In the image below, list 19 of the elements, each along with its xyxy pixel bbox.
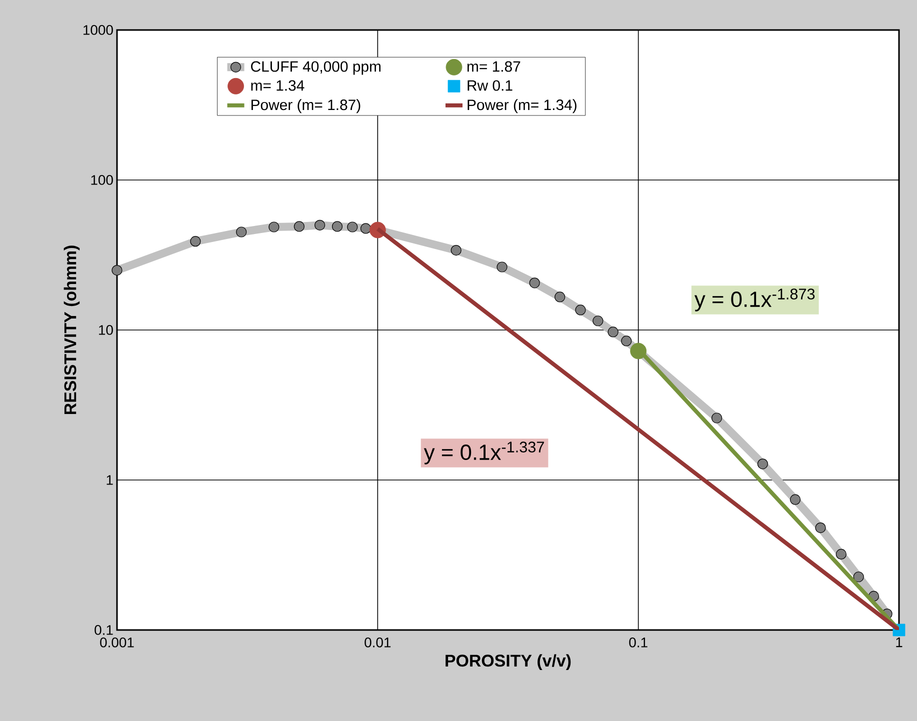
x-tick-label: 0.001 xyxy=(100,637,134,648)
x-axis-title: POROSITY (v/v) xyxy=(446,654,571,670)
y-tick-label: 1000 xyxy=(84,25,113,35)
annotation: y = 0.1x$^{-1.337}$ xyxy=(424,442,544,464)
legend-label: m= 1.87 xyxy=(467,61,520,72)
legend-label: Power (m= 1.87) xyxy=(251,99,360,114)
x-tick-label: 0.1 xyxy=(629,637,648,648)
annotation: y = 0.1x$^{-1.873}$ xyxy=(694,288,815,312)
x-tick-label: 1 xyxy=(896,638,902,648)
y-axis-title: RESISTIVITY (ohmm) xyxy=(64,246,80,414)
y-tick-label: 0.1 xyxy=(94,625,113,635)
y-tick-label: 10 xyxy=(99,325,113,335)
legend-label: Rw 0.1 xyxy=(468,80,512,91)
legend-label: CLUFF 40,000 ppm xyxy=(251,61,380,75)
y-tick-label: 1 xyxy=(106,475,113,485)
legend-label: Power (m= 1.34) xyxy=(468,99,576,114)
y-tick-label: 100 xyxy=(91,175,113,185)
legend-label: m= 1.34 xyxy=(251,80,304,91)
x-tick-label: 0.01 xyxy=(364,637,391,648)
